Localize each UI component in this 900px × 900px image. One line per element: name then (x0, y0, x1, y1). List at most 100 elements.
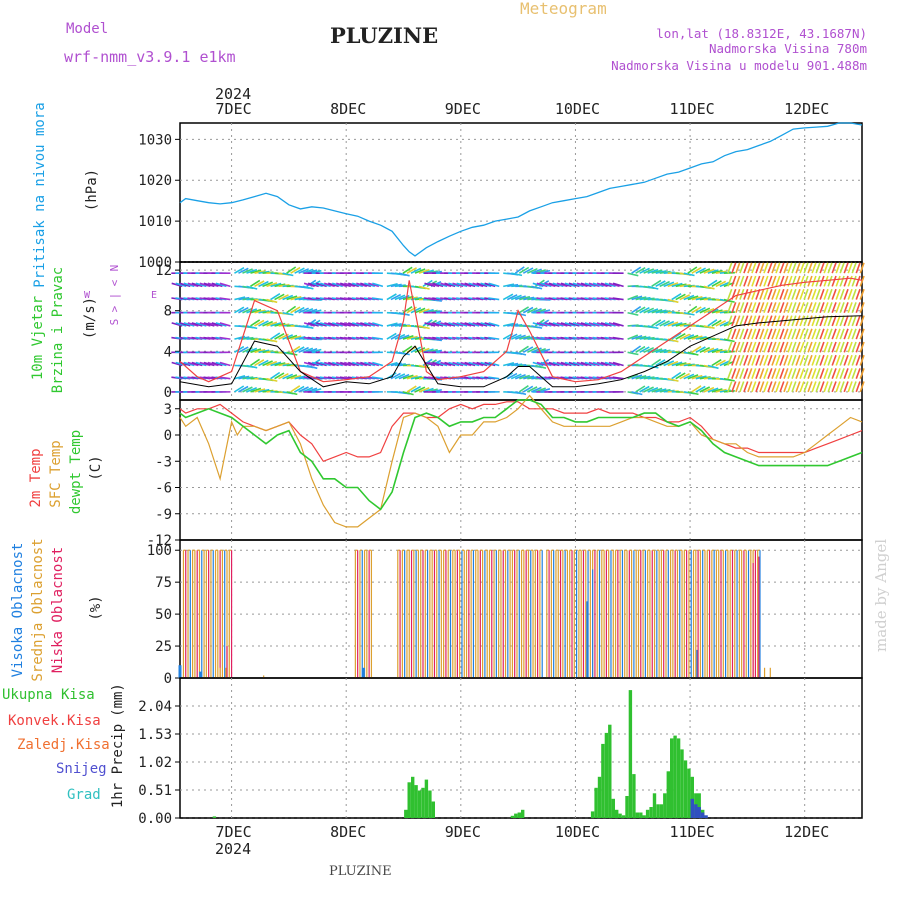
wind-barb (739, 302, 745, 314)
wind-barb (711, 359, 722, 367)
wind-barb (743, 368, 749, 379)
wind-barb (639, 346, 650, 354)
wind-barb (171, 322, 183, 327)
precip-bar (642, 815, 646, 818)
wind-barb (234, 306, 245, 314)
wind-barb (195, 361, 207, 367)
date-label-top: 8DEC (330, 100, 366, 118)
wind-barb (631, 305, 642, 314)
wind-barb (779, 302, 785, 314)
wind-barb (402, 345, 413, 353)
y-tick-label: 0 (164, 671, 172, 687)
wind-barb (631, 334, 643, 340)
wind-barb (803, 262, 809, 274)
wind-barb (612, 336, 624, 340)
wind-barb (651, 319, 662, 327)
wind-barb (795, 302, 801, 314)
wind-barb (719, 320, 731, 327)
y-tick-label: 1020 (138, 173, 172, 189)
wind-barb (695, 336, 707, 340)
wind-barb (691, 266, 702, 274)
wind-barb (839, 315, 845, 327)
wind-barb (743, 328, 749, 340)
wind-barb (635, 385, 646, 393)
wind-barb (799, 354, 805, 366)
wind-barb (795, 288, 801, 300)
wind-barb (711, 309, 723, 314)
wind-barb (655, 309, 667, 314)
wind-barb (514, 374, 526, 380)
wind-barb (727, 368, 733, 379)
precip-bar (414, 785, 418, 818)
wind-barb (191, 361, 203, 367)
wind-barb (815, 288, 821, 300)
wind-barb (811, 262, 817, 274)
pressure-panel: 1000 1010 1020 1030 (138, 122, 863, 271)
wind-barb (339, 282, 352, 288)
compass-east: E (151, 290, 157, 301)
compass-glyph: S (108, 319, 121, 326)
wind-barb (727, 262, 733, 274)
wind-barb (747, 354, 753, 366)
wind-barb (739, 328, 745, 340)
wind-barb (444, 322, 456, 327)
wind-barb (327, 322, 339, 327)
wind-barb (266, 338, 278, 343)
wind-barb (855, 288, 861, 300)
wind-barb (298, 307, 309, 314)
wind-barb (835, 368, 841, 379)
wind-barb (787, 288, 793, 300)
wind-barb (647, 268, 659, 274)
wind-barb (847, 381, 853, 393)
wind-barb (522, 306, 534, 314)
wind-barb (523, 296, 535, 301)
y-tick-label: 25 (155, 639, 172, 655)
wind-barb (831, 381, 837, 393)
wind-barb (488, 297, 500, 301)
wind-barb (695, 346, 706, 354)
wind-barb (266, 298, 278, 304)
wind-barb (282, 294, 294, 301)
wind-barb (584, 322, 596, 327)
wind-barb (759, 262, 765, 274)
wind-barb (747, 288, 753, 300)
wind-barb (735, 315, 741, 327)
precip-bar (604, 732, 609, 818)
precip-bar (514, 813, 518, 818)
wind-barb (612, 282, 624, 288)
wind-barb (627, 373, 639, 380)
wind-barb (779, 368, 785, 379)
wind-barb (703, 268, 715, 274)
wind-barb (811, 368, 817, 379)
wind-barb (315, 361, 327, 367)
wind-barb (270, 293, 281, 301)
wind-barb (747, 262, 753, 274)
wind-barb (855, 381, 861, 393)
wind-barb (731, 275, 737, 287)
wind-barb (831, 262, 837, 274)
wind-barb (635, 345, 646, 353)
wind-barb (351, 361, 364, 367)
wind-barb (723, 377, 735, 382)
wind-barb (787, 381, 793, 393)
wind-barb (787, 368, 793, 379)
wind-barb (751, 381, 757, 393)
wind-barb (767, 368, 773, 379)
wind-barb (655, 348, 667, 354)
product-title: Meteogram (520, 0, 607, 18)
y-tick-label: 1010 (138, 214, 172, 230)
wind-barb (835, 302, 841, 314)
wind-barb (795, 328, 801, 340)
wind-barb (847, 275, 853, 287)
wind-barb (711, 280, 722, 288)
wind-barb (526, 267, 538, 274)
y-tick-label: 3 (164, 402, 172, 418)
wind-barb (711, 348, 723, 354)
wind-barb (219, 282, 231, 288)
wind-barb (787, 341, 793, 353)
wind-barb (234, 296, 246, 301)
wind-barb (219, 297, 231, 301)
cloud-axis-low: Niska Oblacnost (50, 547, 66, 673)
wind-barb (859, 288, 865, 300)
temp-axis-sfc: SFC Temp (48, 440, 64, 507)
